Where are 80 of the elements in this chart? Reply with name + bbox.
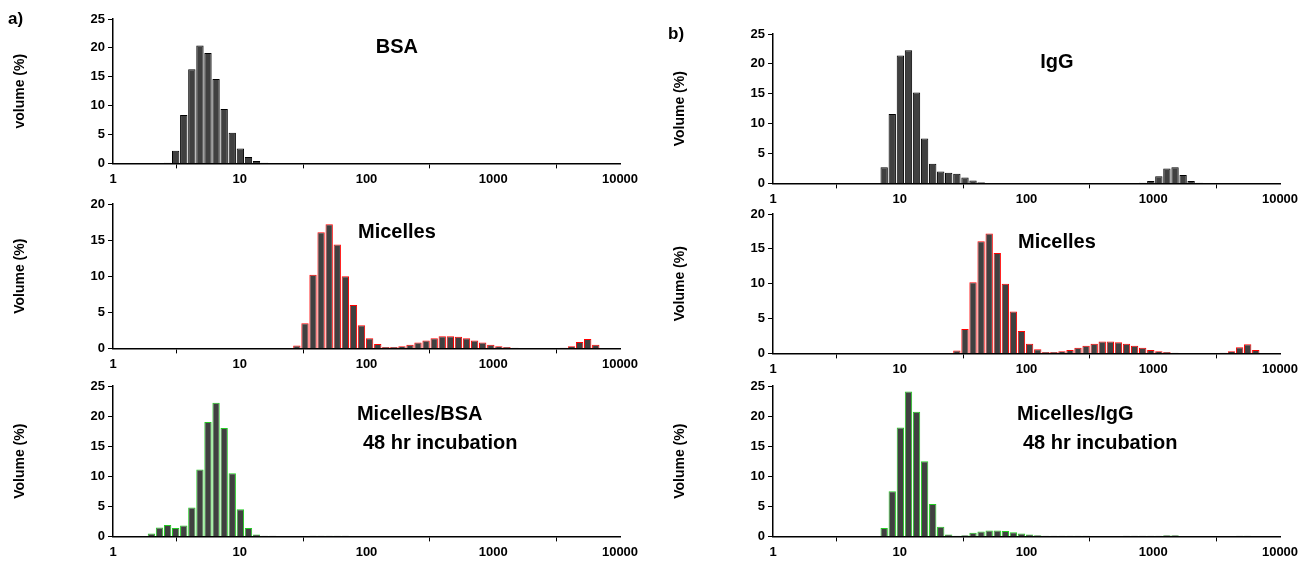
text: BSA <box>375 34 419 57</box>
x-tick-label: 10000 <box>1261 543 1299 559</box>
y-tick-label: 15 <box>750 240 765 256</box>
y-tick-label: 0 <box>97 339 105 355</box>
x-tick-label: 1 <box>769 190 777 206</box>
y-tick-label: 10 <box>90 97 105 113</box>
y-tick-label: 5 <box>757 310 765 326</box>
x-tick-label: 1000 <box>1138 543 1168 559</box>
y-axis-title: Volume (%) <box>11 423 28 499</box>
x-tick-label: 10 <box>232 170 247 186</box>
x-tick-label: 1 <box>109 170 117 186</box>
y-tick-label: 20 <box>750 55 765 71</box>
text: Micelles/IgG <box>1016 401 1134 424</box>
y-tick-label: 5 <box>97 126 105 142</box>
x-tick-label: 10 <box>232 355 247 371</box>
y-tick-label: 5 <box>757 497 765 513</box>
x-tick-label: 1 <box>769 360 777 376</box>
y-tick-label: 20 <box>90 407 105 423</box>
y-tick-label: 15 <box>90 437 105 453</box>
y-tick-label: 25 <box>750 377 765 393</box>
x-tick-label: 1000 <box>478 355 508 371</box>
text: Micelles/BSA <box>356 401 483 424</box>
text: 48 hr incubation <box>1022 430 1178 453</box>
x-tick-label: 100 <box>355 355 378 371</box>
x-tick-label: 1000 <box>1138 190 1168 206</box>
y-tick-label: 15 <box>750 85 765 101</box>
y-tick-label: 25 <box>90 10 105 26</box>
x-tick-label: 10000 <box>601 355 639 371</box>
x-tick-label: 1 <box>109 355 117 371</box>
x-tick-label: 100 <box>355 170 378 186</box>
text: Micelles <box>358 219 436 242</box>
y-axis-title: Volume (%) <box>671 246 688 322</box>
x-tick-label: 10000 <box>1261 360 1299 376</box>
x-tick-label: 100 <box>1015 360 1038 376</box>
y-tick-label: 10 <box>750 115 765 131</box>
y-tick-label: 5 <box>97 303 105 319</box>
y-tick-label: 15 <box>750 437 765 453</box>
x-tick-label: 1 <box>769 543 777 559</box>
x-tick-label: 1000 <box>478 543 508 559</box>
x-tick-label: 100 <box>1015 190 1038 206</box>
text: IgG <box>1040 49 1074 72</box>
text: Micelles <box>1018 229 1096 252</box>
y-tick-label: 5 <box>757 145 765 161</box>
x-tick-label: 10 <box>892 543 907 559</box>
y-tick-label: 10 <box>90 467 105 483</box>
y-axis-title: Volume (%) <box>671 71 688 147</box>
y-tick-label: 5 <box>97 497 105 513</box>
y-tick-label: 20 <box>90 195 105 211</box>
text: 48 hr incubation <box>362 430 518 453</box>
x-tick-label: 100 <box>1015 543 1038 559</box>
y-tick-label: 0 <box>757 344 765 360</box>
y-tick-label: 15 <box>90 68 105 84</box>
y-tick-label: 10 <box>750 275 765 291</box>
x-tick-label: 10000 <box>601 543 639 559</box>
y-tick-label: 20 <box>90 39 105 55</box>
text: b) <box>668 24 685 44</box>
x-tick-label: 10 <box>892 360 907 376</box>
y-tick-label: 20 <box>750 205 765 221</box>
y-axis-title: Volume (%) <box>11 238 28 314</box>
y-axis-title: volume (%) <box>11 53 28 129</box>
y-tick-label: 0 <box>97 527 105 543</box>
x-tick-label: 10000 <box>1261 190 1299 206</box>
x-tick-label: 10 <box>232 543 247 559</box>
y-tick-label: 25 <box>750 25 765 41</box>
y-tick-label: 20 <box>750 407 765 423</box>
y-axis-title: Volume (%) <box>671 423 688 499</box>
x-tick-label: 100 <box>355 543 378 559</box>
y-tick-label: 0 <box>757 174 765 190</box>
x-tick-label: 1000 <box>478 170 508 186</box>
x-tick-label: 10 <box>892 190 907 206</box>
y-tick-label: 10 <box>90 267 105 283</box>
x-tick-label: 10000 <box>601 170 639 186</box>
x-tick-label: 1 <box>109 543 117 559</box>
y-tick-label: 0 <box>97 154 105 170</box>
x-tick-label: 1000 <box>1138 360 1168 376</box>
text: a) <box>8 9 24 29</box>
y-tick-label: 25 <box>90 377 105 393</box>
y-tick-label: 0 <box>757 527 765 543</box>
y-tick-label: 15 <box>90 231 105 247</box>
y-tick-label: 10 <box>750 467 765 483</box>
